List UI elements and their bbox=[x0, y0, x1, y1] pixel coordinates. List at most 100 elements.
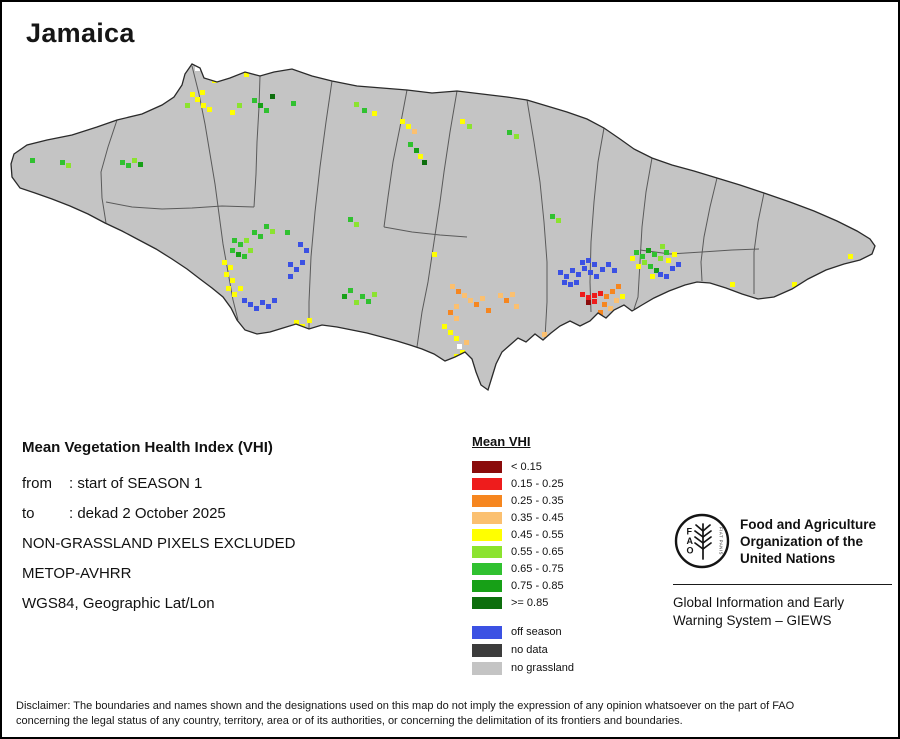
vhi-pixel bbox=[670, 266, 675, 271]
svg-text:O: O bbox=[687, 546, 694, 556]
vhi-pixel bbox=[450, 284, 455, 289]
org-divider bbox=[673, 584, 892, 585]
vhi-pixel bbox=[602, 302, 607, 307]
vhi-pixel bbox=[454, 304, 459, 309]
vhi-pixel bbox=[360, 294, 365, 299]
vhi-pixel bbox=[342, 294, 347, 299]
vhi-pixel bbox=[207, 107, 212, 112]
info-row-value: WGS84, Geographic Lat/Lon bbox=[22, 595, 215, 612]
vhi-pixel bbox=[586, 258, 591, 263]
info-block: Mean Vegetation Health Index (VHI) from:… bbox=[22, 439, 295, 619]
legend-label: < 0.15 bbox=[511, 460, 542, 473]
vhi-pixel bbox=[270, 229, 275, 234]
parish-boundary bbox=[639, 248, 760, 255]
vhi-pixel bbox=[230, 248, 235, 253]
vhi-pixel bbox=[562, 280, 567, 285]
parish-boundary bbox=[253, 75, 261, 208]
vhi-pixel bbox=[242, 298, 247, 303]
vhi-pixel bbox=[612, 268, 617, 273]
vhi-pixel bbox=[348, 217, 353, 222]
parish-boundary bbox=[589, 127, 605, 313]
vhi-pixel bbox=[354, 222, 359, 227]
fao-logo-icon: FAO FIAT PANIS bbox=[674, 513, 730, 569]
legend-item: 0.25 - 0.35 bbox=[472, 492, 574, 509]
info-row-value: : dekad 2 October 2025 bbox=[69, 505, 226, 522]
vhi-pixel bbox=[258, 234, 263, 239]
parish-boundary bbox=[308, 80, 333, 329]
legend-item: >= 0.85 bbox=[472, 594, 574, 611]
vhi-pixel bbox=[474, 302, 479, 307]
vhi-pixel bbox=[486, 308, 491, 313]
vhi-pixel bbox=[304, 248, 309, 253]
vhi-pixel bbox=[238, 286, 243, 291]
vhi-pixel bbox=[616, 284, 621, 289]
vhi-pixel bbox=[418, 154, 423, 159]
vhi-pixel bbox=[648, 264, 653, 269]
vhi-pixel bbox=[467, 124, 472, 129]
vhi-pixel bbox=[266, 304, 271, 309]
vhi-pixel bbox=[504, 298, 509, 303]
legend-label: 0.45 - 0.55 bbox=[511, 528, 564, 541]
vhi-pixel bbox=[558, 270, 563, 275]
vhi-pixel bbox=[258, 103, 263, 108]
page-title: Jamaica bbox=[26, 18, 135, 48]
legend-swatch bbox=[472, 494, 502, 507]
vhi-pixel bbox=[454, 336, 459, 341]
vhi-pixel bbox=[294, 320, 299, 325]
legend: Mean VHI < 0.15 0.15 - 0.25 0.25 - 0.35 0.3… bbox=[472, 434, 574, 677]
parish-boundary bbox=[105, 201, 255, 210]
org-name-line: Organization of the bbox=[740, 533, 863, 549]
vhi-pixel bbox=[200, 90, 205, 95]
vhi-pixel bbox=[650, 274, 655, 279]
vhi-pixel bbox=[366, 299, 371, 304]
vhi-pixel bbox=[228, 265, 233, 270]
vhi-pixel bbox=[598, 310, 603, 315]
vhi-pixel bbox=[582, 266, 587, 271]
vhi-pixel bbox=[658, 272, 663, 277]
legend-swatch bbox=[472, 562, 502, 575]
vhi-pixel bbox=[60, 160, 65, 165]
vhi-pixel bbox=[604, 294, 609, 299]
vhi-pixel bbox=[138, 162, 143, 167]
info-row: to : dekad 2 October 2025 bbox=[22, 499, 295, 529]
vhi-pixel bbox=[372, 111, 377, 116]
parish-boundary bbox=[383, 226, 468, 238]
info-row: NON-GRASSLAND PIXELS EXCLUDED bbox=[22, 529, 295, 559]
vhi-pixel bbox=[548, 336, 553, 341]
vhi-pixel bbox=[666, 258, 671, 263]
vhi-pixel bbox=[642, 260, 647, 265]
vhi-pixel bbox=[362, 108, 367, 113]
legend-label: 0.25 - 0.35 bbox=[511, 494, 564, 507]
vhi-pixel bbox=[586, 295, 591, 300]
info-row-label: to bbox=[22, 505, 35, 522]
vhi-pixel bbox=[412, 129, 417, 134]
vhi-pixel bbox=[126, 163, 131, 168]
legend-swatch bbox=[472, 477, 502, 490]
vhi-pixel bbox=[201, 103, 206, 108]
vhi-pixel bbox=[230, 110, 235, 115]
parish-boundary bbox=[700, 177, 718, 282]
vhi-pixel bbox=[580, 260, 585, 265]
parish-boundary bbox=[416, 90, 458, 348]
vhi-pixel bbox=[448, 310, 453, 315]
vhi-pixel bbox=[254, 306, 259, 311]
vhi-pixel bbox=[408, 142, 413, 147]
vhi-pixel bbox=[848, 254, 853, 259]
info-row-value: NON-GRASSLAND PIXELS EXCLUDED bbox=[22, 535, 296, 552]
vhi-pixel bbox=[244, 72, 249, 77]
vhi-pixel bbox=[288, 274, 293, 279]
wheat-ear-icon bbox=[694, 523, 712, 560]
legend-item: no data bbox=[472, 641, 574, 659]
info-row: METOP-AVHRR bbox=[22, 559, 295, 589]
disclaimer-line: concerning the legal status of any count… bbox=[16, 714, 683, 727]
info-title: Mean Vegetation Health Index (VHI) bbox=[22, 439, 273, 456]
vhi-pixel bbox=[676, 262, 681, 267]
parish-boundary bbox=[633, 157, 653, 310]
vhi-pixel bbox=[354, 102, 359, 107]
vhi-pixel bbox=[660, 244, 665, 249]
giews-name: Global Information and Early Warning Syst… bbox=[673, 594, 892, 630]
vhi-pixel bbox=[270, 94, 275, 99]
legend-item: 0.15 - 0.25 bbox=[472, 475, 574, 492]
